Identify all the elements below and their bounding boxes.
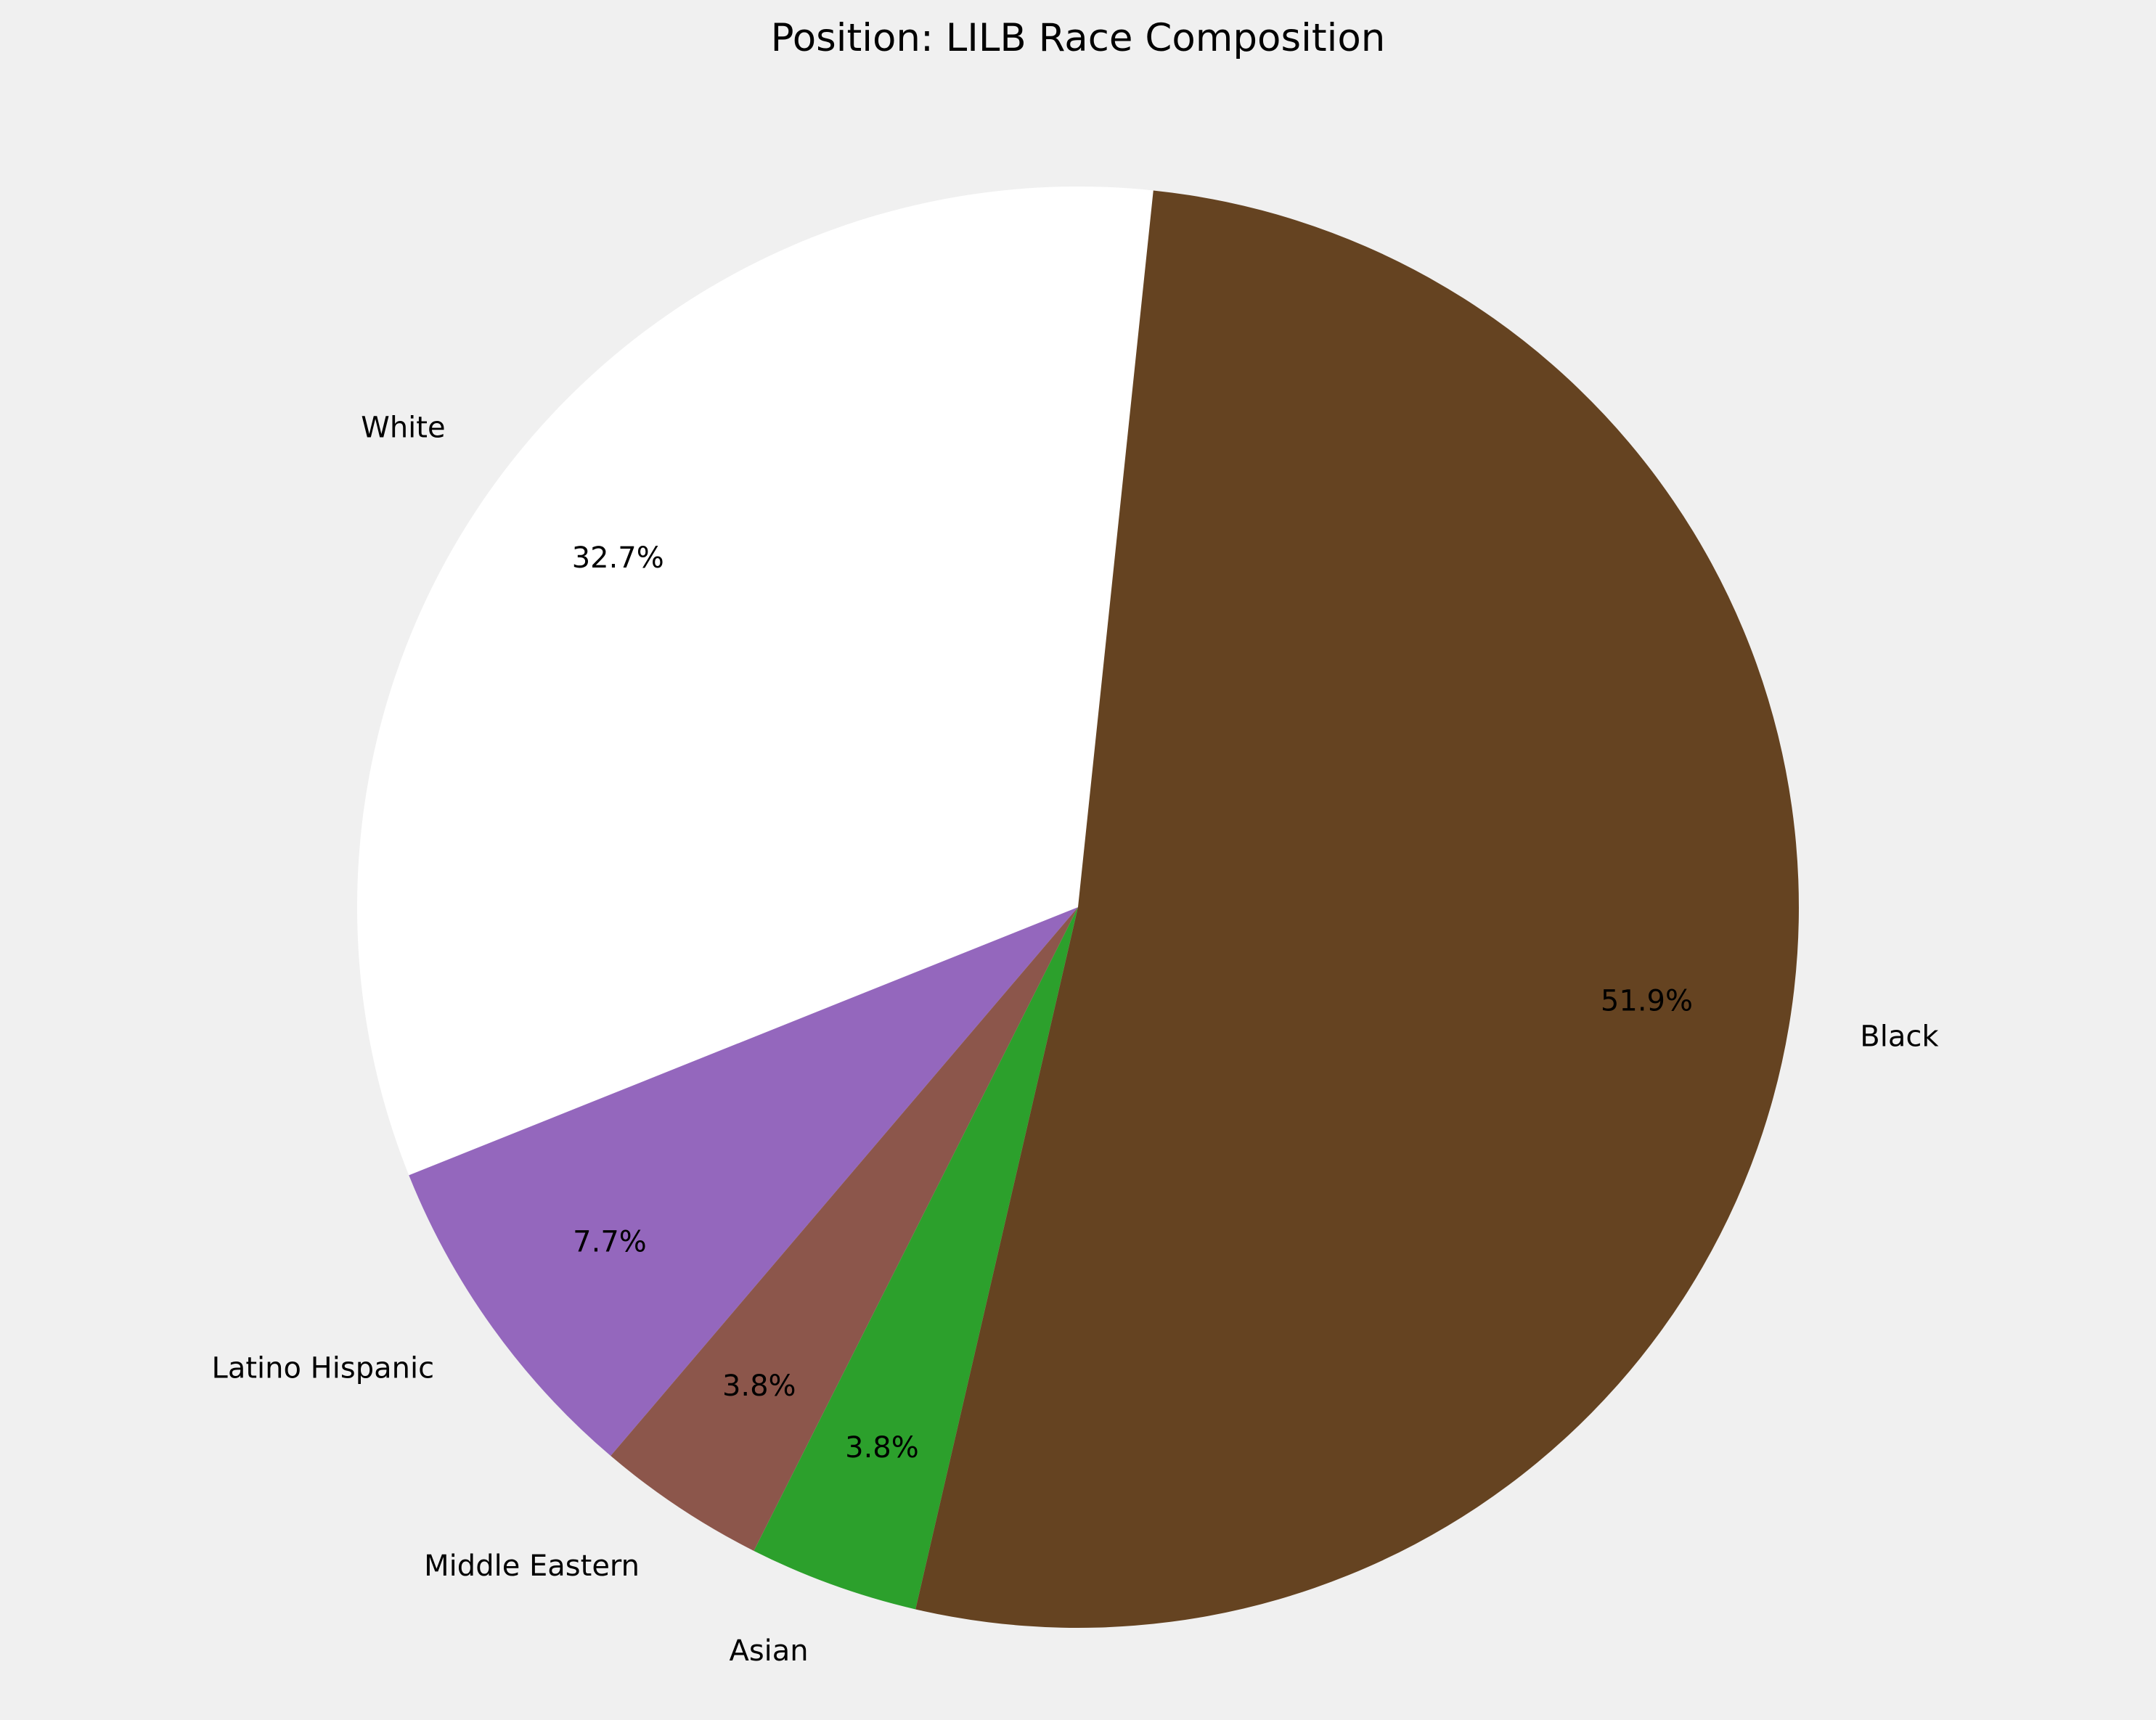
pie-slice-black xyxy=(915,190,1799,1629)
slice-label-latino-hispanic: Latino Hispanic xyxy=(212,1352,435,1385)
pct-label-latino-hispanic: 7.7% xyxy=(573,1226,647,1259)
pct-label-black: 51.9% xyxy=(1601,984,1693,1017)
pie-slice-latino-hispanic xyxy=(409,907,1078,1457)
slice-label-white: White xyxy=(361,411,445,444)
slice-label-asian: Asian xyxy=(729,1634,808,1668)
pie-slice-asian xyxy=(754,907,1078,1610)
pct-label-middle-eastern: 3.8% xyxy=(722,1369,796,1403)
pie-labels: White 32.7% Latino Hispanic 7.7% Middle East… xyxy=(212,411,1940,1668)
pie-slice-middle-eastern xyxy=(611,907,1078,1551)
slice-label-black: Black xyxy=(1860,1020,1939,1054)
chart-title: Position: LILB Race Composition xyxy=(771,16,1386,60)
pct-label-white: 32.7% xyxy=(572,541,664,575)
pie-slices xyxy=(356,187,1799,1629)
pct-label-asian: 3.8% xyxy=(845,1431,919,1465)
pie-slice-white xyxy=(356,187,1153,1176)
slice-label-middle-eastern: Middle Eastern xyxy=(424,1549,640,1583)
